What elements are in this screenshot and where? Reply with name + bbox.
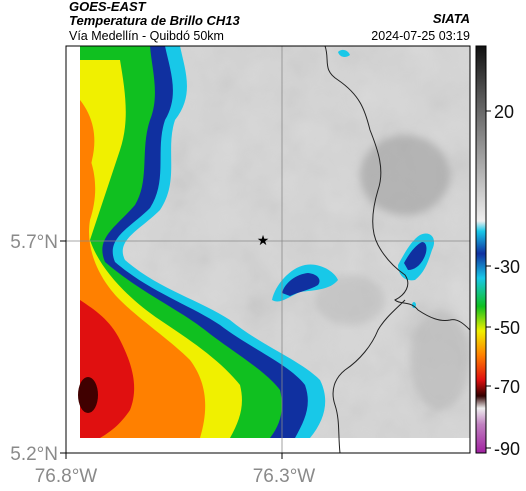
lat-tick-label: 5.7°N <box>10 232 58 253</box>
colorbar-tick-label: -70 <box>494 377 520 397</box>
lon-tick-label: 76.8°W <box>35 466 98 487</box>
colorbar-tick-label: 20 <box>494 102 514 122</box>
temperature-colorbar: 20 -30 -50 -70 -90 <box>475 45 520 459</box>
timestamp-label: 2024-07-25 03:19 <box>371 29 470 43</box>
convective-cloud-mass <box>78 46 326 438</box>
app-title: GOES-EAST <box>69 0 146 14</box>
department-boundary <box>324 46 470 453</box>
small-cloud-cells <box>272 49 435 308</box>
brightness-temperature-image: ★ <box>66 46 470 453</box>
colorbar-tick-label: -50 <box>494 318 520 338</box>
colorbar-tick-label: -90 <box>494 439 520 459</box>
organization-label: SIATA <box>432 11 470 26</box>
location-label: Vía Medellín - Quibdó 50km <box>69 29 224 43</box>
product-subtitle: Temperatura de Brillo CH13 <box>69 13 240 28</box>
star-icon: ★ <box>257 233 270 249</box>
lon-tick-label: 76.3°W <box>253 466 316 487</box>
map-frame <box>65 45 471 454</box>
lat-tick-label: 5.2°N <box>10 444 58 465</box>
colorbar-tick-label: -30 <box>494 257 520 277</box>
